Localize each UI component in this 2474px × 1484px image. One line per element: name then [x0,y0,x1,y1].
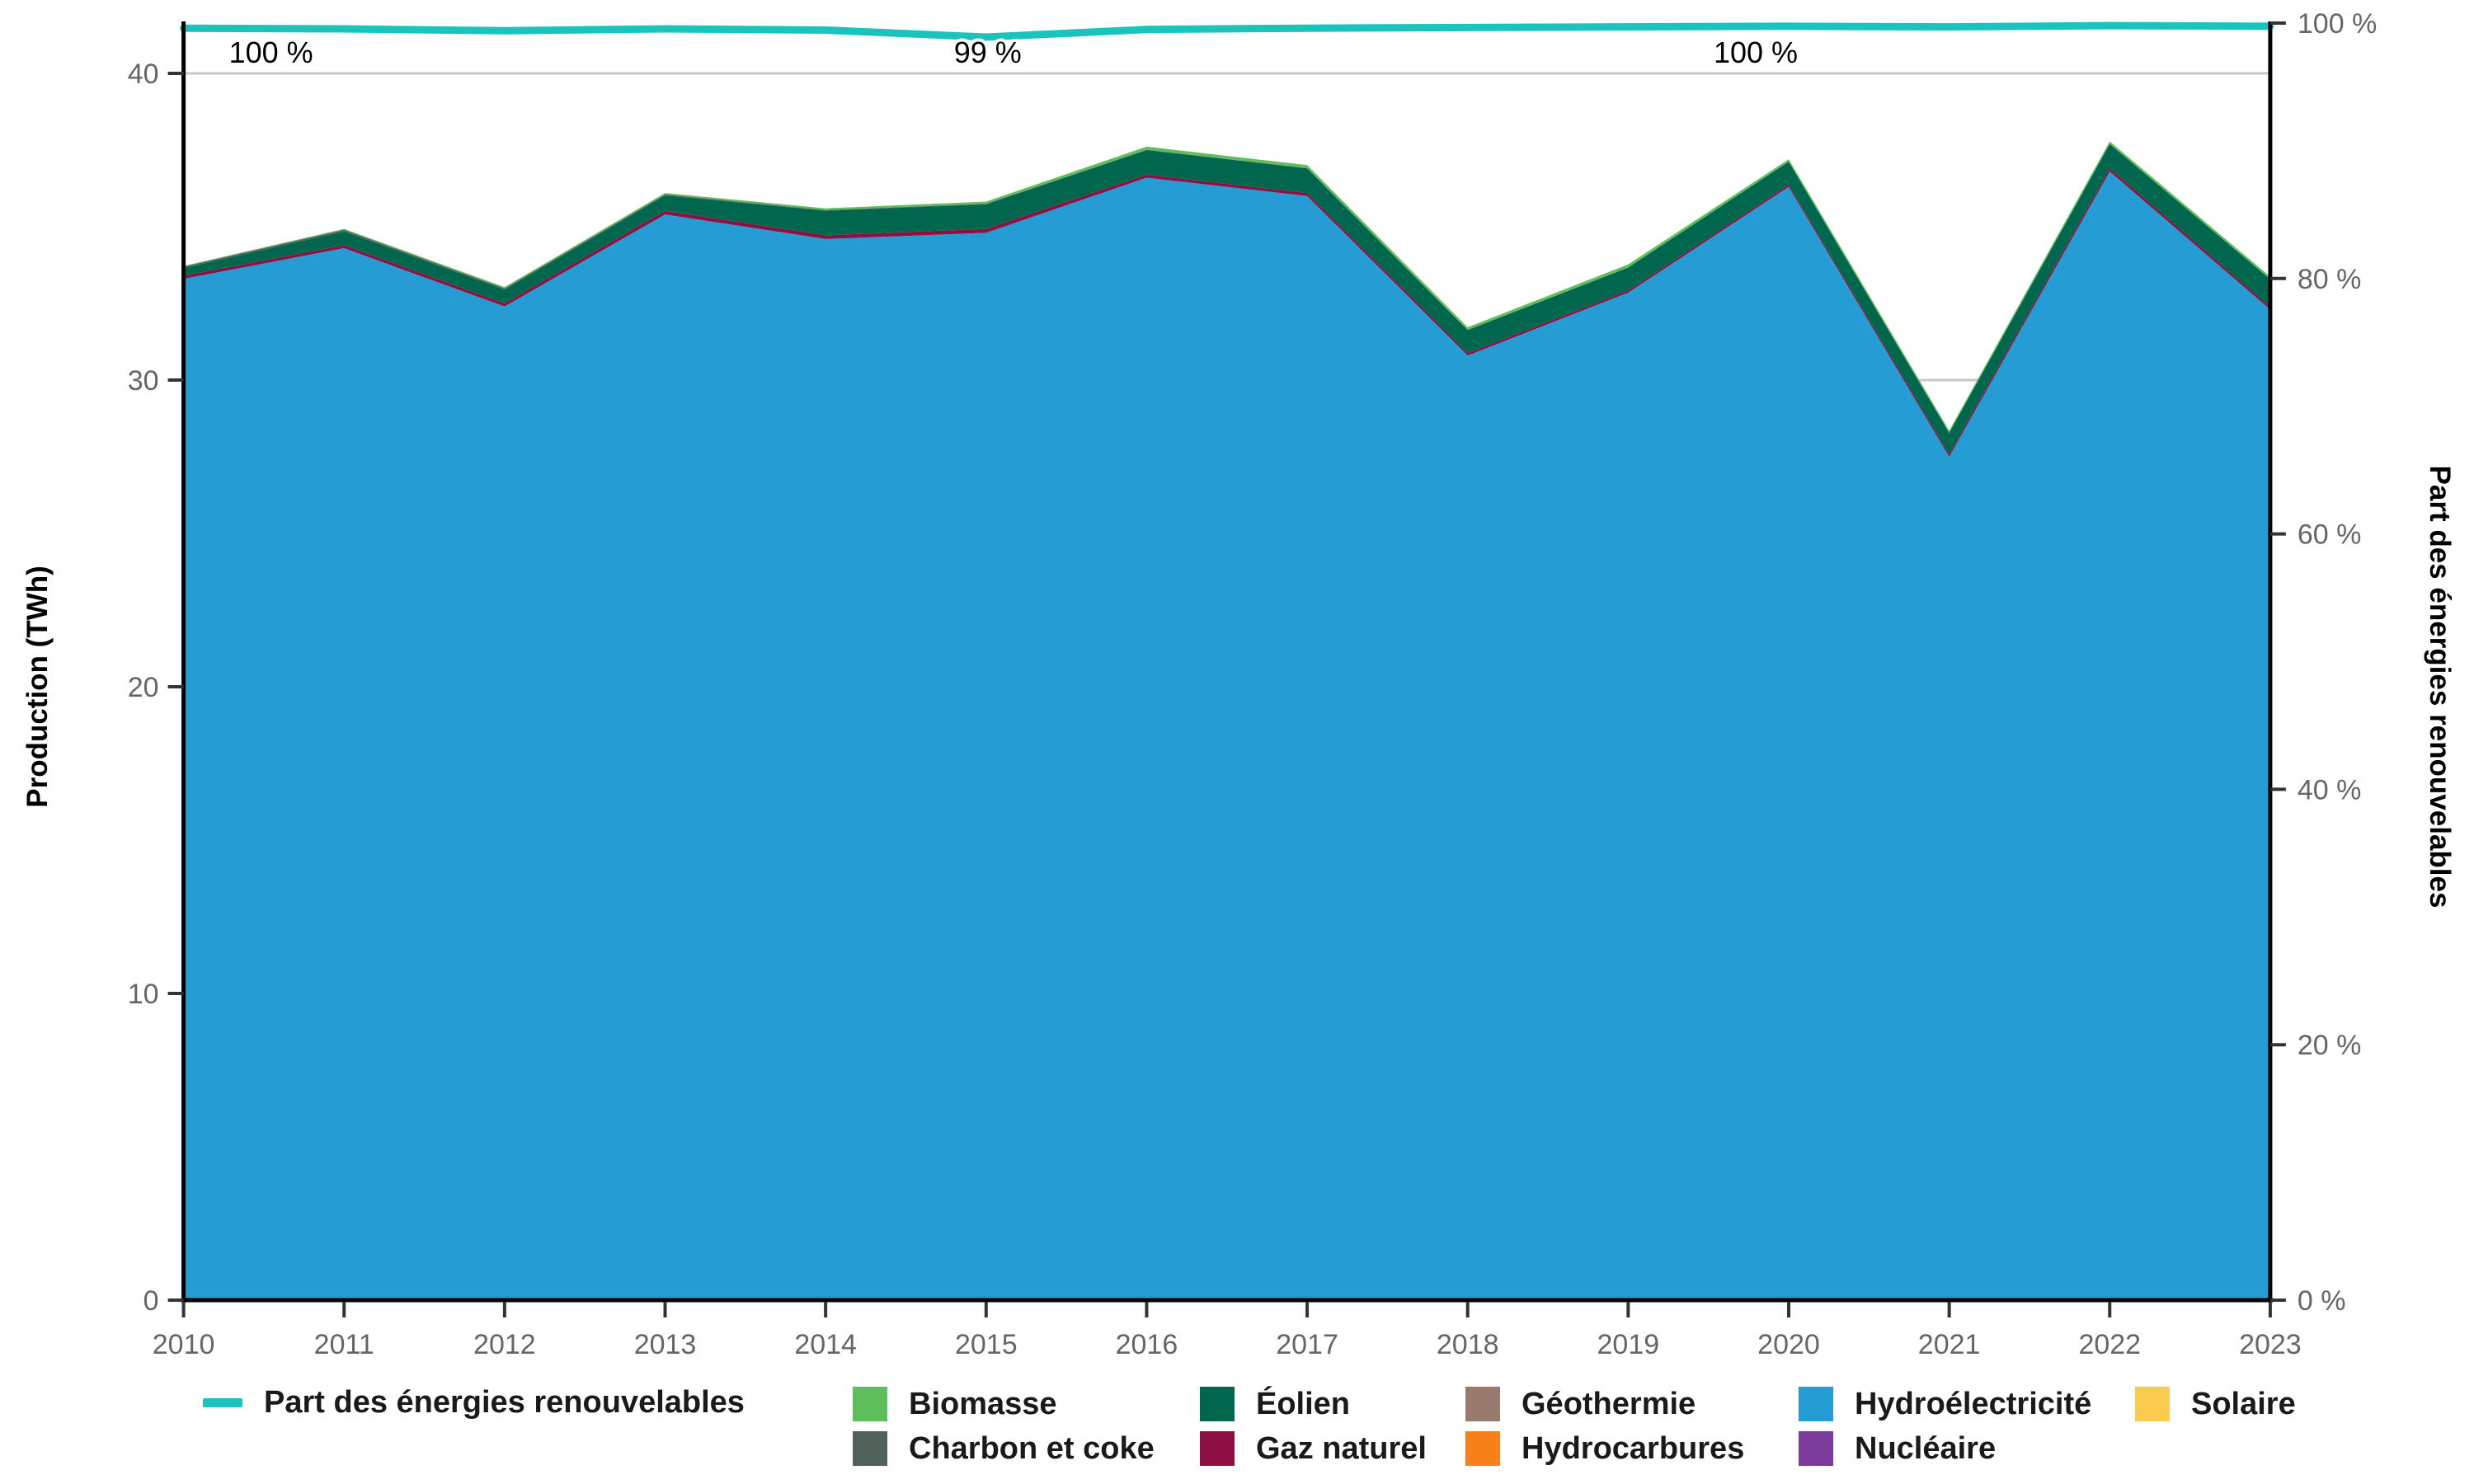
share-annotation: 100 % [229,35,313,69]
x-tick-label: 2023 [2239,1329,2302,1360]
right-axis-title: Part des énergies renouvelables [2424,466,2456,909]
legend-item-biomasse[interactable]: Biomasse [853,1387,1057,1421]
charbon-swatch [853,1431,887,1466]
x-tick-label: 2012 [473,1329,536,1360]
hydrocarbures-swatch [1465,1431,1500,1466]
left-tick-label: 20 [128,672,159,703]
legend-item-hydroelectricite[interactable]: Hydroélectricité [1799,1387,2091,1421]
x-tick-label: 2010 [153,1329,215,1360]
share-annotation: 99 % [954,35,1022,69]
x-tick-label: 2019 [1597,1329,1660,1360]
legend-item-solaire[interactable]: Solaire [2135,1387,2296,1421]
legend-label: Charbon et coke [909,1431,1155,1466]
solaire-swatch [2135,1387,2170,1421]
legend-label: Hydrocarbures [1522,1431,1745,1466]
x-tick-label: 2018 [1437,1329,1499,1360]
x-tick-label: 2021 [1918,1329,1981,1360]
gaz-naturel-swatch [1200,1431,1235,1466]
right-tick-label: 60 % [2298,519,2362,551]
legend-label: Part des énergies renouvelables [264,1385,745,1420]
legend-label: Biomasse [909,1387,1057,1421]
left-tick-label: 40 [128,59,159,90]
x-tick-label: 2014 [794,1329,857,1360]
left-tick-label: 0 [143,1285,159,1317]
left-axis-title: Production (TWh) [21,566,54,808]
legend-label: Éolien [1256,1387,1351,1421]
x-tick-label: 2020 [1757,1329,1820,1360]
biomasse-swatch [853,1387,887,1421]
right-tick-label: 80 % [2298,264,2362,295]
eolien-swatch [1200,1387,1235,1421]
renewable-share-line [180,21,2274,41]
x-tick-label: 2022 [2078,1329,2141,1360]
legend-label: Nucléaire [1855,1431,1997,1466]
hydroelectricite-swatch [1799,1387,1833,1421]
right-tick-label: 0 % [2298,1285,2346,1317]
x-tick-label: 2016 [1116,1329,1178,1360]
share-annotation: 100 % [1714,35,1798,69]
right-tick-label: 100 % [2298,8,2377,40]
x-tick-label: 2017 [1276,1329,1338,1360]
legend-item-nucleaire[interactable]: Nucléaire [1799,1431,1996,1466]
legend-label: Solaire [2191,1387,2296,1421]
left-tick-label: 30 [128,365,159,397]
right-tick-label: 40 % [2298,774,2362,805]
renewable-share-line-swatch [203,1397,242,1407]
legend-item-hydrocarbures[interactable]: Hydrocarbures [1465,1431,1744,1466]
legend-label: Hydroélectricité [1855,1387,2092,1421]
legend-item-gaz-naturel[interactable]: Gaz naturel [1200,1431,1427,1466]
area-hydro [183,171,2270,1300]
right-tick-label: 20 % [2298,1030,2362,1061]
legend-item-part-renouvelables[interactable]: Part des énergies renouvelables [203,1387,745,1418]
legend-item-geothermie[interactable]: Géothermie [1465,1387,1696,1421]
x-tick-label: 2013 [634,1329,697,1360]
legend-label: Géothermie [1522,1387,1696,1421]
legend-label: Gaz naturel [1256,1431,1427,1466]
x-tick-label: 2011 [314,1329,374,1360]
legend-item-charbon[interactable]: Charbon et coke [853,1431,1155,1466]
nucleaire-swatch [1799,1431,1833,1466]
legend-item-eolien[interactable]: Éolien [1200,1387,1350,1421]
x-tick-label: 2015 [955,1329,1018,1360]
geothermie-swatch [1465,1387,1500,1421]
left-tick-label: 10 [128,979,159,1010]
